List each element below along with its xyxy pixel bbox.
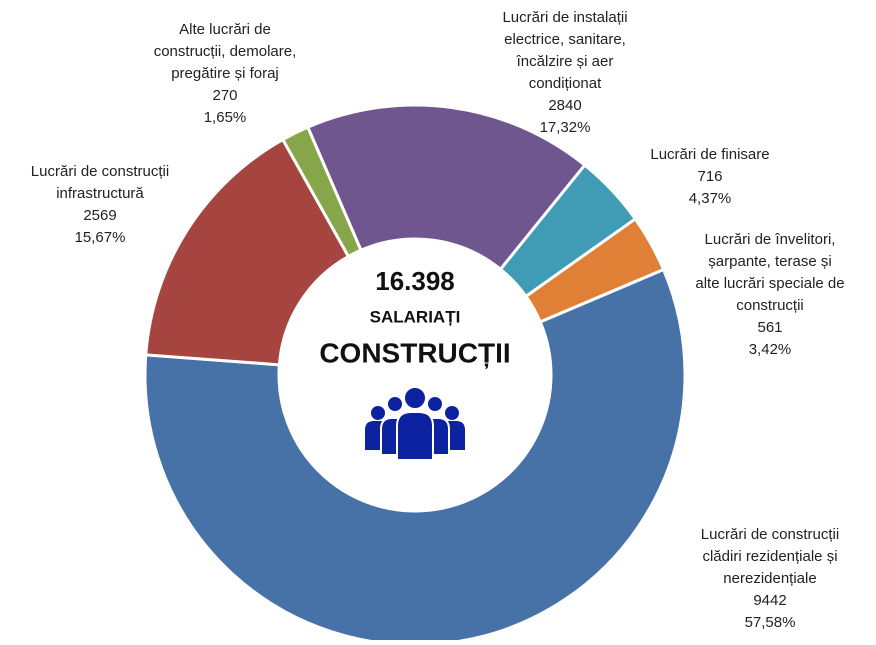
category-label: Lucrări de instalații <box>502 9 627 26</box>
percent-label: 3,42% <box>749 341 792 358</box>
percent-label: 15,67% <box>75 229 126 246</box>
value-label: 2569 <box>83 207 116 224</box>
category-label: șarpante, terase și <box>708 253 831 270</box>
category-label: nerezidențiale <box>723 570 816 587</box>
category-label: electrice, sanitare, <box>504 31 626 48</box>
percent-label: 17,32% <box>540 119 591 136</box>
category-label: Lucrări de finisare <box>650 146 769 163</box>
value-label: 716 <box>697 168 722 185</box>
category-label: construcții, demolare, <box>154 43 297 60</box>
people-icon <box>365 386 465 461</box>
percent-label: 4,37% <box>689 190 732 207</box>
category-label: încălzire și aer <box>516 53 614 70</box>
value-label: 9442 <box>753 592 786 609</box>
center-line: CONSTRUCȚII <box>319 337 510 368</box>
center-total: 16.398 <box>375 266 455 296</box>
category-label: pregătire și foraj <box>171 65 279 82</box>
category-label: Lucrări de învelitori, <box>705 231 836 248</box>
category-label: Lucrări de construcții <box>701 526 839 543</box>
category-label: clădiri rezidențiale și <box>702 548 837 565</box>
value-label: 561 <box>757 319 782 336</box>
donut-segment <box>523 216 666 324</box>
category-label: infrastructură <box>56 185 144 202</box>
value-label: 270 <box>212 87 237 104</box>
category-label: condiționat <box>529 75 602 92</box>
category-label: Alte lucrări de <box>179 21 271 38</box>
donut <box>143 103 687 645</box>
category-label: alte lucrări speciale de <box>695 275 844 292</box>
category-label: Lucrări de construcții <box>31 163 169 180</box>
center-line: SALARIAȚI <box>370 307 461 326</box>
donut-segment <box>143 267 687 645</box>
category-label: construcții <box>736 297 804 314</box>
value-label: 2840 <box>548 97 581 114</box>
percent-label: 1,65% <box>204 109 247 126</box>
percent-label: 57,58% <box>745 614 796 631</box>
donut-segment <box>144 137 351 367</box>
donut-segment <box>305 103 587 272</box>
